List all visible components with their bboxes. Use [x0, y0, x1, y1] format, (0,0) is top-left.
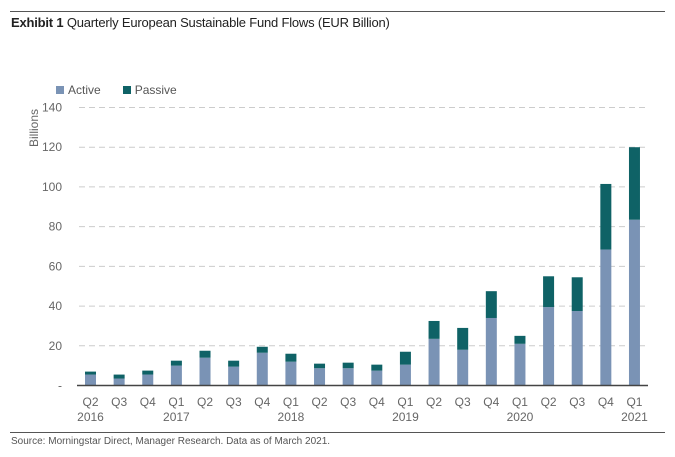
bar-active-q1-11 [399, 364, 411, 386]
bar-passive-q2-4 [199, 350, 211, 358]
legend-label-active: Active [68, 83, 101, 97]
bar-active-q3-17 [571, 311, 583, 386]
bar-passive-q4-18 [600, 183, 612, 250]
bar-active-q2-0 [85, 374, 96, 386]
bar-passive-q2-0 [85, 371, 96, 375]
x-tick-label-quarter: Q1 [397, 395, 413, 409]
bar-passive-q1-3 [170, 360, 182, 366]
bar-active-q1-7 [285, 361, 297, 386]
bar-active-q2-16 [543, 307, 555, 386]
y-tick-label-60: 60 [49, 259, 63, 273]
x-tick-label-quarter: Q4 [254, 395, 270, 409]
bar-active-q4-10 [371, 370, 383, 386]
bar-passive-q3-9 [342, 362, 354, 369]
bar-active-q4-2 [142, 374, 154, 386]
bar-passive-q1-15 [514, 335, 526, 344]
y-tick-labels: - 20 40 60 80 100 120 140 [42, 101, 62, 393]
legend-swatch-passive [122, 86, 131, 94]
bar-passive-q4-6 [256, 346, 268, 353]
bar-active-q2-8 [314, 368, 326, 386]
x-tick-label-year: 2021 [621, 410, 648, 424]
x-tick-label-quarter: Q3 [111, 395, 127, 409]
x-tick-label-quarter: Q2 [312, 395, 328, 409]
source-note: Source: Morningstar Direct, Manager Rese… [11, 436, 331, 447]
gridlines [79, 107, 648, 347]
x-tick-label-quarter: Q4 [598, 395, 614, 409]
x-tick-label-year: 2017 [163, 410, 190, 424]
y-tick-label-100: 100 [42, 180, 62, 194]
bar-passive-q3-17 [571, 277, 583, 312]
exhibit-label: Exhibit 1 [11, 15, 64, 30]
legend: Active Passive [56, 83, 177, 97]
x-tick-label-quarter: Q4 [369, 395, 385, 409]
title-text: Quarterly European Sustainable Fund Flow… [66, 15, 390, 30]
bar-passive-q2-8 [314, 363, 326, 369]
bar-active-q4-18 [600, 249, 612, 386]
y-tick-label-0: - [58, 379, 62, 393]
x-tick-label-year: 2018 [278, 410, 305, 424]
bar-passive-q2-12 [428, 320, 440, 339]
bar-passive-q1-7 [285, 353, 297, 362]
bars [85, 147, 640, 386]
bar-active-q2-12 [428, 338, 440, 386]
x-tick-label-quarter: Q4 [483, 395, 499, 409]
bar-active-q4-14 [485, 317, 497, 386]
x-tick-label-quarter: Q1 [168, 395, 184, 409]
x-tick-label-quarter: Q3 [569, 395, 585, 409]
bar-passive-q3-1 [113, 374, 125, 379]
bar-active-q2-4 [199, 357, 211, 386]
x-tick-label-year: 2020 [507, 410, 534, 424]
bar-active-q1-3 [170, 365, 182, 386]
x-tick-label-quarter: Q4 [140, 395, 156, 409]
legend-label-passive: Passive [134, 83, 177, 97]
bar-active-q1-19 [628, 219, 640, 386]
x-tick-label-year: 2019 [392, 410, 419, 424]
x-tick-label-year: 2016 [77, 410, 104, 424]
x-tick-label-quarter: Q3 [226, 395, 242, 409]
x-tick-label-quarter: Q2 [82, 395, 98, 409]
y-tick-label-80: 80 [49, 220, 63, 234]
bar-passive-q1-19 [628, 147, 640, 220]
x-tick-label-quarter: Q3 [455, 395, 471, 409]
y-axis-title: Billions [27, 109, 41, 147]
y-tick-label-20: 20 [49, 339, 63, 353]
bar-active-q3-1 [113, 378, 125, 386]
x-tick-label-quarter: Q1 [626, 395, 642, 409]
bar-active-q1-15 [514, 343, 526, 386]
bar-passive-q2-16 [543, 276, 555, 308]
x-tick-label-quarter: Q2 [541, 395, 557, 409]
legend-swatch-active [56, 86, 64, 94]
x-tick-label-quarter: Q1 [283, 395, 299, 409]
bar-active-q3-9 [342, 368, 354, 386]
x-tick-label-quarter: Q3 [340, 395, 356, 409]
bar-passive-q4-2 [142, 370, 154, 375]
bar-passive-q1-11 [399, 351, 411, 365]
chart-title: Exhibit 1 Quarterly European Sustainable… [11, 15, 390, 30]
y-tick-label-40: 40 [49, 299, 63, 313]
legend-item-passive: Passive [122, 83, 177, 97]
legend-item-active: Active [56, 83, 101, 97]
x-tick-label-quarter: Q2 [426, 395, 442, 409]
bar-passive-q4-14 [485, 291, 497, 318]
bar-active-q3-5 [228, 366, 240, 386]
bar-passive-q3-5 [228, 360, 240, 367]
x-tick-label-quarter: Q1 [512, 395, 528, 409]
bottom-rule [10, 432, 665, 433]
y-tick-label-140: 140 [42, 101, 62, 115]
bar-passive-q3-13 [457, 327, 469, 350]
x-tick-label-quarter: Q2 [197, 395, 213, 409]
bar-active-q4-6 [256, 352, 268, 386]
bar-passive-q4-10 [371, 364, 383, 371]
bar-active-q3-13 [457, 349, 469, 386]
top-rule [10, 11, 665, 12]
y-tick-label-120: 120 [42, 140, 62, 154]
